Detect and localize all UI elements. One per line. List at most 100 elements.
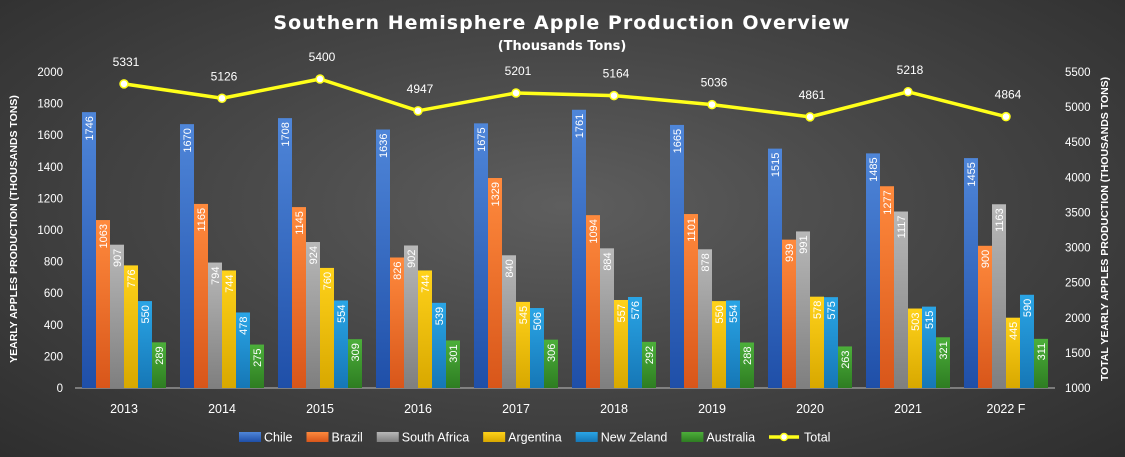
legend-swatch [681,432,704,442]
bar-australia [152,342,166,388]
bar-brazil [782,239,796,388]
total-line-layer: 5331 5126 5400 4947 5201 5164 5036 4861 5218 4864 [113,50,1022,122]
bar-value-label: 478 [238,316,250,334]
legend-swatch [306,432,329,442]
bar-value-label: 550 [140,305,152,323]
y2-tick-label: 3500 [1065,207,1091,219]
bar-value-label: 1670 [182,128,194,152]
bar-value-label: 292 [644,346,656,364]
bar-value-label: 1063 [98,224,110,248]
bar-value-label: 557 [616,304,628,322]
bar-new-zeland [432,302,446,388]
bar-brazil [194,203,208,388]
bar-south-africa [110,244,124,388]
bar-value-label: 1094 [588,219,600,243]
bar-value-label: 288 [742,346,754,364]
legend-swatch [575,432,598,442]
bar-south-africa [698,249,712,388]
bar-value-label: 884 [602,252,614,270]
total-point [903,87,913,97]
bar-brazil [390,257,404,388]
bar-value-label: 263 [840,350,852,368]
bar-value-label: 900 [980,250,992,268]
bar-new-zeland [726,300,740,388]
bar-argentina [222,270,236,388]
y-tick-label: 800 [44,257,63,269]
bar-value-label: 924 [308,246,320,264]
bar-value-label: 1761 [574,114,586,138]
bar-value-label: 1329 [490,182,502,206]
total-value-label: 5331 [113,55,140,69]
bar-new-zeland [138,301,152,388]
bar-chile [376,129,390,388]
bar-value-label: 545 [518,306,530,324]
y2-tick-label: 1000 [1065,383,1091,395]
legend-label: Argentina [508,431,562,445]
bar-value-label: 902 [406,249,418,267]
x-tick-label: 2019 [698,402,726,416]
bar-value-label: 991 [798,235,810,253]
bar-value-label: 939 [784,244,796,262]
bar-value-label: 550 [714,305,726,323]
total-value-label: 5201 [505,64,532,78]
bar-value-label: 515 [924,311,936,329]
y2-tick-label: 2000 [1065,313,1091,325]
y-tick-label: 1600 [37,130,63,142]
bar-new-zeland [628,296,642,388]
bar-argentina [418,270,432,388]
total-value-label: 4864 [995,88,1022,102]
legend-label: South Africa [402,431,469,445]
legend-swatch [483,432,506,442]
y2-tick-label: 1500 [1065,348,1091,360]
bar-south-africa [894,211,908,388]
bar-brazil [586,215,600,388]
legend-label: Total [804,431,830,445]
bar-australia [348,339,362,388]
y-tick-label: 1200 [37,193,63,205]
bar-argentina [614,299,628,388]
bar-value-label: 1636 [378,134,390,158]
bar-value-label: 840 [504,259,516,277]
bar-value-label: 826 [392,261,404,279]
bar-chile [82,112,96,388]
total-point [119,79,129,89]
bar-new-zeland [530,308,544,388]
bar-value-label: 744 [224,274,236,292]
bar-value-label: 1485 [868,157,880,181]
bar-south-africa [404,245,418,388]
bar-argentina [1006,317,1020,388]
total-point [315,74,325,84]
total-point [413,106,423,116]
bar-value-label: 554 [728,304,740,322]
bar-new-zeland [1020,294,1034,388]
bar-value-label: 289 [154,346,166,364]
bar-south-africa [796,231,810,388]
bar-value-label: 576 [630,301,642,319]
total-value-label: 4861 [799,88,826,102]
bar-argentina [516,301,530,388]
bar-value-label: 306 [546,344,558,362]
legend-label: Chile [264,431,293,445]
bar-south-africa [208,262,222,388]
bar-argentina [712,301,726,388]
bar-argentina [908,308,922,388]
legend: Chile Brazil South Africa Argentina New Zela… [239,431,830,445]
bar-value-label: 445 [1008,322,1020,340]
total-point [1001,111,1011,122]
bar-chile [670,124,684,389]
bar-chile [866,153,880,388]
x-tick-label: 2016 [404,402,432,416]
bar-south-africa [502,255,516,388]
x-tick-label: 2021 [894,402,922,416]
bar-brazil [488,178,502,388]
bar-australia [250,344,264,388]
bar-value-label: 1163 [994,208,1006,232]
legend-swatch [239,432,261,442]
y-tick-label: 0 [57,383,63,395]
bar-value-label: 503 [910,313,922,331]
bar-value-label: 744 [420,274,432,292]
bar-chile [180,124,194,388]
bar-value-label: 1117 [896,216,908,239]
bar-new-zeland [824,297,838,388]
total-value-label: 5126 [211,69,238,83]
